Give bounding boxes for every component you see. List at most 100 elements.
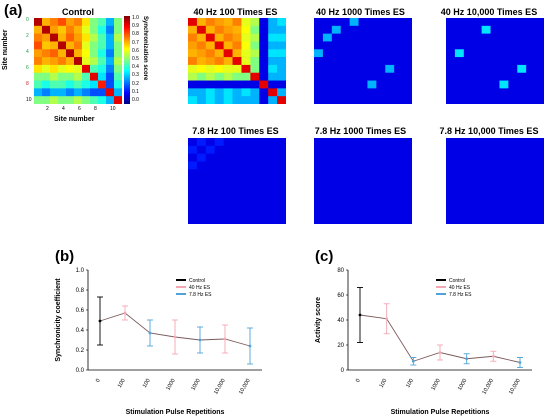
heatmap-cell xyxy=(454,208,465,217)
heatmap-cell xyxy=(82,80,91,89)
heatmap-cell xyxy=(277,88,286,97)
heatmap-cell xyxy=(508,18,518,27)
heatmap-cell xyxy=(34,72,43,81)
heatmap-cell xyxy=(481,49,491,58)
heatmap-cell xyxy=(499,57,509,66)
y-tick-label: 0.2 xyxy=(76,348,85,354)
heatmap-cell xyxy=(454,33,465,42)
heatmap-cell xyxy=(472,33,482,42)
heatmap-cell xyxy=(241,216,251,224)
heatmap-cell xyxy=(314,33,324,42)
heatmap-cell xyxy=(508,138,518,147)
heatmap-cell xyxy=(463,153,474,162)
heatmap-cell xyxy=(472,161,482,170)
heatmap-cell xyxy=(490,192,500,201)
heatmap-cell xyxy=(42,33,51,42)
heatmap-cell xyxy=(403,80,412,89)
heatmap-cell xyxy=(205,96,216,104)
heatmap-cell xyxy=(188,88,198,97)
heatmap-cell xyxy=(446,216,456,224)
heatmap-cell xyxy=(526,138,536,147)
heatmap-cell xyxy=(446,80,456,89)
heatmap-cell xyxy=(367,145,377,154)
heatmap-cell xyxy=(367,153,377,162)
heatmap-cell xyxy=(446,200,456,209)
heatmap-cell xyxy=(517,200,527,209)
data-point xyxy=(223,337,227,341)
heatmap-cell xyxy=(196,64,207,74)
heatmap-cell xyxy=(205,184,216,194)
heatmap-cell xyxy=(331,192,342,201)
data-point xyxy=(123,311,127,315)
heatmap-cell xyxy=(340,153,350,162)
heatmap-cell xyxy=(535,57,544,66)
heatmap-cell xyxy=(508,184,518,194)
heatmap-cell xyxy=(259,208,269,217)
heatmap-cell xyxy=(463,72,474,81)
heatmap-cell xyxy=(214,18,224,27)
heatmap-cell xyxy=(446,192,456,201)
heatmap-cell xyxy=(481,161,491,170)
heatmap-cell xyxy=(114,80,122,89)
heatmap-cell xyxy=(241,208,251,217)
data-point xyxy=(491,354,495,358)
y-tick-label: 1.0 xyxy=(76,268,85,274)
heatmap-cell xyxy=(50,41,59,50)
heatmap-cell xyxy=(367,138,377,147)
heatmap-cell xyxy=(499,145,509,154)
heatmap-cell xyxy=(58,80,67,89)
heatmap-cell xyxy=(277,57,286,66)
heatmap-cell xyxy=(74,49,83,58)
heatmap-cell xyxy=(214,41,224,50)
heatmap-cell xyxy=(232,192,242,201)
heatmap-cell xyxy=(385,192,395,201)
heatmap-cell xyxy=(490,216,500,224)
heatmap-cell xyxy=(535,41,544,50)
heatmap-cell xyxy=(277,200,286,209)
heatmap-cell xyxy=(259,57,269,66)
heatmap-cell xyxy=(259,33,269,42)
heatmap-cell xyxy=(188,138,198,147)
heatmap-cell xyxy=(367,208,377,217)
heatmap-cell xyxy=(331,208,342,217)
heatmap-cell xyxy=(358,200,368,209)
heatmap-cell xyxy=(268,80,278,89)
heatmap-cell xyxy=(98,72,107,81)
heatmap-cell xyxy=(241,138,251,147)
heatmap-cell xyxy=(241,153,251,162)
data-point xyxy=(465,357,469,361)
heatmap-cell xyxy=(196,153,207,162)
heatmap-cell xyxy=(463,25,474,34)
heatmap-cell xyxy=(50,72,59,81)
heatmap-cell xyxy=(250,41,260,50)
heatmap-cell xyxy=(463,161,474,170)
heatmap-cell xyxy=(376,33,386,42)
heatmap-cell xyxy=(268,153,278,162)
heatmap-cell xyxy=(322,192,333,201)
heatmap-cell xyxy=(268,57,278,66)
heatmap-cell xyxy=(508,200,518,209)
heatmap-cell xyxy=(223,64,233,74)
heatmap-cell xyxy=(340,161,350,170)
heatmap-cell xyxy=(508,177,518,186)
heatmap-cell xyxy=(446,33,456,42)
heatmap-cell xyxy=(463,208,474,217)
heatmap-cell xyxy=(535,96,544,104)
heatmap-cell xyxy=(385,72,395,81)
heatmap-cell xyxy=(268,138,278,147)
heatmap-cell xyxy=(454,169,465,178)
heatmap-cell xyxy=(277,33,286,42)
heatmap-cell xyxy=(314,25,324,34)
heatmap-cell xyxy=(499,177,509,186)
heatmap-cell xyxy=(349,57,359,66)
heatmap-cell xyxy=(106,18,115,27)
control-ytick: 8 xyxy=(26,81,29,87)
heatmap-cell xyxy=(517,41,527,50)
heatmap-cell xyxy=(196,72,207,81)
heatmap-cell xyxy=(214,184,224,194)
heatmap-cell xyxy=(472,192,482,201)
heatmap-cell xyxy=(188,153,198,162)
heatmap-cell xyxy=(535,192,544,201)
heatmap-cell xyxy=(376,169,386,178)
heatmap-cell xyxy=(58,49,67,58)
